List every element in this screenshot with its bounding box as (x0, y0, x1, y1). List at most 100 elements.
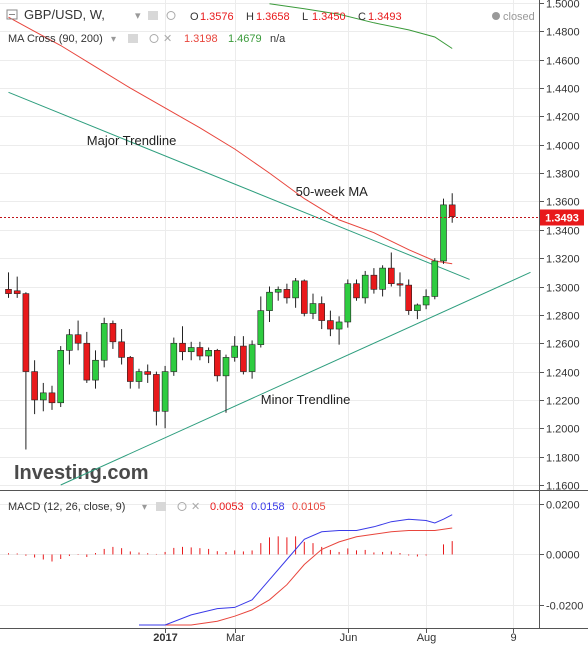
annotations: Major Trendline 50-week MA Minor Trendline (87, 133, 368, 407)
price-tick-label: 1.3400 (546, 226, 580, 238)
candle (170, 337, 178, 376)
candle-body (266, 291, 273, 311)
candle (309, 293, 317, 320)
candle (161, 365, 169, 429)
candle-body (257, 310, 265, 345)
macd-plot (8, 514, 453, 626)
settings-icon[interactable] (166, 11, 176, 20)
candle (39, 382, 47, 412)
macd-label: MACD (12, 26, close, 9) (8, 501, 125, 513)
ohlc-values: O 1.3576 H 1.3658 L 1.3450 C 1.3493 (190, 11, 402, 23)
macd-line (139, 514, 453, 626)
candle (66, 329, 73, 365)
macd-settings-icon[interactable] (177, 502, 187, 511)
candle (109, 320, 117, 349)
candle-body (66, 334, 73, 351)
candle (300, 279, 308, 317)
price-tick-label: 1.4800 (546, 27, 580, 39)
candle-body (240, 345, 247, 372)
candle (379, 265, 386, 297)
candle (31, 360, 38, 415)
candle-body (161, 371, 169, 412)
candle (344, 279, 352, 328)
candle-body (414, 304, 421, 311)
ma-eye-icon[interactable] (128, 34, 138, 43)
candle (22, 292, 30, 450)
candle (118, 329, 125, 365)
price-tick-label: 1.1800 (546, 453, 580, 465)
candle-body (379, 267, 386, 290)
symbol-legend: GBP/USD, W, ▾ O 1.3576 H 1.3658 L 1.3450 C 1.34… (6, 7, 535, 23)
macd-eye-icon[interactable] (156, 502, 166, 511)
candle-body (309, 303, 317, 314)
candle (414, 303, 421, 320)
candle-body (179, 342, 186, 353)
price-tick-label: 1.3200 (546, 254, 580, 266)
macd-dropdown-icon[interactable]: ▾ (142, 502, 147, 513)
macd-close-icon[interactable]: ✕ (191, 501, 200, 513)
eye-icon[interactable] (148, 11, 158, 20)
candle (100, 317, 108, 368)
candle (387, 252, 395, 287)
ohlc-value: 1.3658 (256, 11, 290, 23)
candle-body (214, 350, 221, 377)
candle (222, 354, 230, 413)
moving-averages (8, 3, 453, 265)
candle-body (118, 341, 125, 358)
candle (144, 364, 151, 383)
ma-slow-value: 1.4679 (228, 33, 262, 45)
candle (153, 371, 160, 426)
candle (48, 385, 56, 410)
macd-line-value: 0.0158 (251, 501, 285, 513)
price-tick-label: 1.2600 (546, 339, 580, 351)
ohlc-value: 1.3576 (200, 11, 234, 23)
candle (135, 368, 143, 389)
candle (370, 268, 378, 294)
candle-body (48, 392, 56, 404)
candle (13, 276, 21, 298)
annotation-label: Minor Trendline (261, 392, 351, 407)
candle-body (248, 344, 256, 372)
price-tick-label: 1.3000 (546, 283, 580, 295)
ma-cross-label: MA Cross (90, 200) (8, 33, 103, 45)
candle-body (83, 342, 91, 381)
ohlc-value: 1.3493 (368, 11, 402, 23)
ma-fast-line (8, 16, 453, 265)
last-price-badge (540, 209, 584, 226)
ma-settings-icon[interactable] (149, 34, 159, 43)
candle (292, 278, 299, 308)
candle-body (222, 357, 230, 377)
price-tick-label: 1.3800 (546, 169, 580, 181)
candle-body (31, 371, 38, 401)
ma-close-icon[interactable]: ✕ (163, 33, 172, 45)
price-tick-label: 1.2400 (546, 368, 580, 380)
ma-fast-value: 1.3198 (184, 33, 218, 45)
candle-body (431, 260, 439, 297)
candle (179, 326, 186, 361)
time-tick-label: Aug (417, 632, 437, 644)
candle-body (335, 321, 343, 330)
candle-body (144, 371, 151, 375)
candle-body (396, 283, 404, 286)
collapse-icon[interactable] (6, 9, 18, 20)
candle-body (92, 359, 99, 381)
candle-body (300, 280, 308, 314)
candle-body (109, 323, 117, 343)
candle-body (361, 274, 369, 299)
candle-body (353, 283, 360, 299)
major-trendline (8, 91, 470, 280)
last-price-label: 1.3493 (545, 213, 579, 225)
dropdown-icon[interactable]: ▾ (135, 10, 141, 22)
ma-dropdown-icon[interactable]: ▾ (111, 34, 116, 45)
candle-body (57, 350, 65, 404)
candle (231, 336, 238, 362)
trendlines (8, 91, 531, 486)
candle (196, 341, 204, 361)
candle (431, 258, 439, 300)
candle (318, 296, 326, 330)
candle-body (135, 371, 143, 382)
candle-body (344, 283, 352, 323)
last-price-marker: 1.3493 (0, 209, 584, 226)
